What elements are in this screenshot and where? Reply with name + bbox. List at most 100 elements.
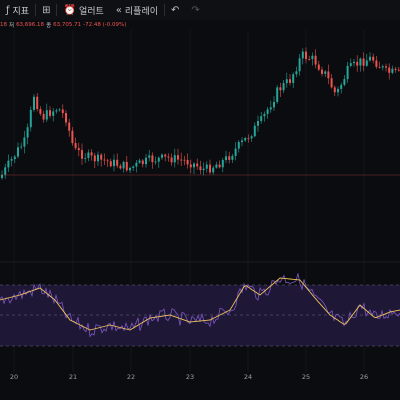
alarm-clock-icon: ⏰ (63, 4, 76, 16)
x-tick-label: 23 (186, 373, 194, 381)
candle-body (132, 166, 135, 168)
candle-body (193, 163, 195, 168)
candle-body (135, 162, 138, 167)
indicators-button[interactable]: ƒ 지표 (0, 0, 35, 20)
candle-body (301, 51, 304, 59)
candle-body (266, 109, 269, 114)
candle-body (17, 147, 19, 157)
candle-body (333, 87, 336, 93)
candle-body (298, 58, 301, 72)
candle-body (321, 69, 323, 74)
rewind-icon: « (115, 4, 122, 16)
candle-body (317, 64, 320, 70)
candle-body (356, 61, 359, 66)
x-axis: 20 21 22 23 24 25 26 (10, 373, 368, 381)
candle-body (45, 110, 48, 120)
candle-body (81, 150, 83, 159)
candle-body (122, 161, 125, 169)
candle-body (263, 113, 266, 117)
candle-body (7, 160, 10, 168)
candle-body (218, 164, 221, 168)
candle-body (250, 136, 253, 139)
candle-body (343, 79, 346, 85)
fx-icon: ƒ (6, 4, 10, 16)
candle-body (42, 113, 45, 120)
candle-body (375, 60, 378, 67)
candle-body (93, 155, 96, 162)
redo-button[interactable]: ↷ (185, 0, 205, 20)
candle-body (269, 107, 272, 110)
toolbar-divider (56, 4, 58, 16)
candle-body (36, 96, 39, 110)
candle-body (202, 168, 205, 171)
candle-body (237, 142, 240, 149)
candle-body (385, 66, 387, 68)
redo-arrow-icon: ↷ (191, 4, 200, 16)
candle-body (33, 96, 35, 110)
candle-body (180, 159, 183, 161)
grid-icon: ⊞ (42, 4, 51, 16)
candle-body (55, 110, 58, 112)
x-tick-label: 20 (10, 373, 18, 381)
candle-body (353, 61, 355, 64)
layout-button[interactable]: ⊞ (36, 0, 56, 20)
x-tick-label: 22 (127, 373, 135, 381)
candle-body (161, 154, 163, 158)
candle-body (148, 155, 151, 158)
candle-body (330, 78, 333, 88)
candle-body (292, 74, 295, 83)
candle-body (369, 56, 371, 61)
close-value: 63,705.71 (53, 22, 82, 28)
toolbar-divider (164, 4, 166, 16)
candle-body (173, 155, 176, 163)
rsi-pane (0, 273, 400, 347)
candle-body (1, 174, 3, 178)
candle-body (26, 127, 29, 138)
candle-body (129, 167, 131, 171)
candle-body (391, 68, 394, 73)
candle-body (196, 163, 199, 167)
x-tick-label: 24 (244, 373, 252, 381)
candle-body (90, 152, 93, 156)
undo-button[interactable]: ↶ (165, 0, 185, 20)
candle-body (23, 137, 26, 147)
candle-body (39, 109, 42, 114)
undo-arrow-icon: ↶ (171, 4, 180, 16)
alert-label: 얼러트 (78, 6, 104, 17)
candle-body (119, 165, 122, 169)
candle-body (337, 88, 339, 93)
candle-body (97, 154, 99, 162)
candle-body (276, 87, 279, 102)
candle-body (61, 109, 64, 114)
indicators-label: 지표 (12, 6, 30, 17)
x-tick-label: 25 (302, 373, 310, 381)
candle-body (378, 66, 381, 68)
candle-body (372, 56, 375, 61)
candle-body (186, 160, 189, 165)
candle-body (365, 60, 368, 66)
low-value: 63,696.18 (16, 22, 45, 28)
rsi-band (0, 285, 400, 346)
candle-body (10, 159, 13, 161)
candle-body (314, 55, 317, 65)
candle-body (151, 155, 154, 163)
candle-body (74, 143, 77, 149)
ohlc-legend: 18 저 63,696.18 종 63,705.71 -72.48 (-0.09… (0, 20, 126, 30)
candle-body (177, 155, 179, 160)
candle-body (308, 59, 311, 60)
alert-button[interactable]: ⏰ 얼러트 (57, 0, 109, 20)
candle-body (87, 152, 90, 159)
candle-body (199, 166, 202, 171)
candle-body (113, 159, 115, 167)
candle-body (253, 125, 256, 137)
replay-button[interactable]: « 리플레이 (110, 0, 164, 20)
candle-body (324, 71, 327, 74)
candle-body (285, 79, 288, 84)
candle-body (141, 160, 144, 165)
candle-body (212, 167, 215, 173)
candle-body (71, 130, 74, 144)
candle-body (170, 157, 173, 163)
candle-body (68, 122, 71, 131)
candle-body (241, 140, 243, 143)
